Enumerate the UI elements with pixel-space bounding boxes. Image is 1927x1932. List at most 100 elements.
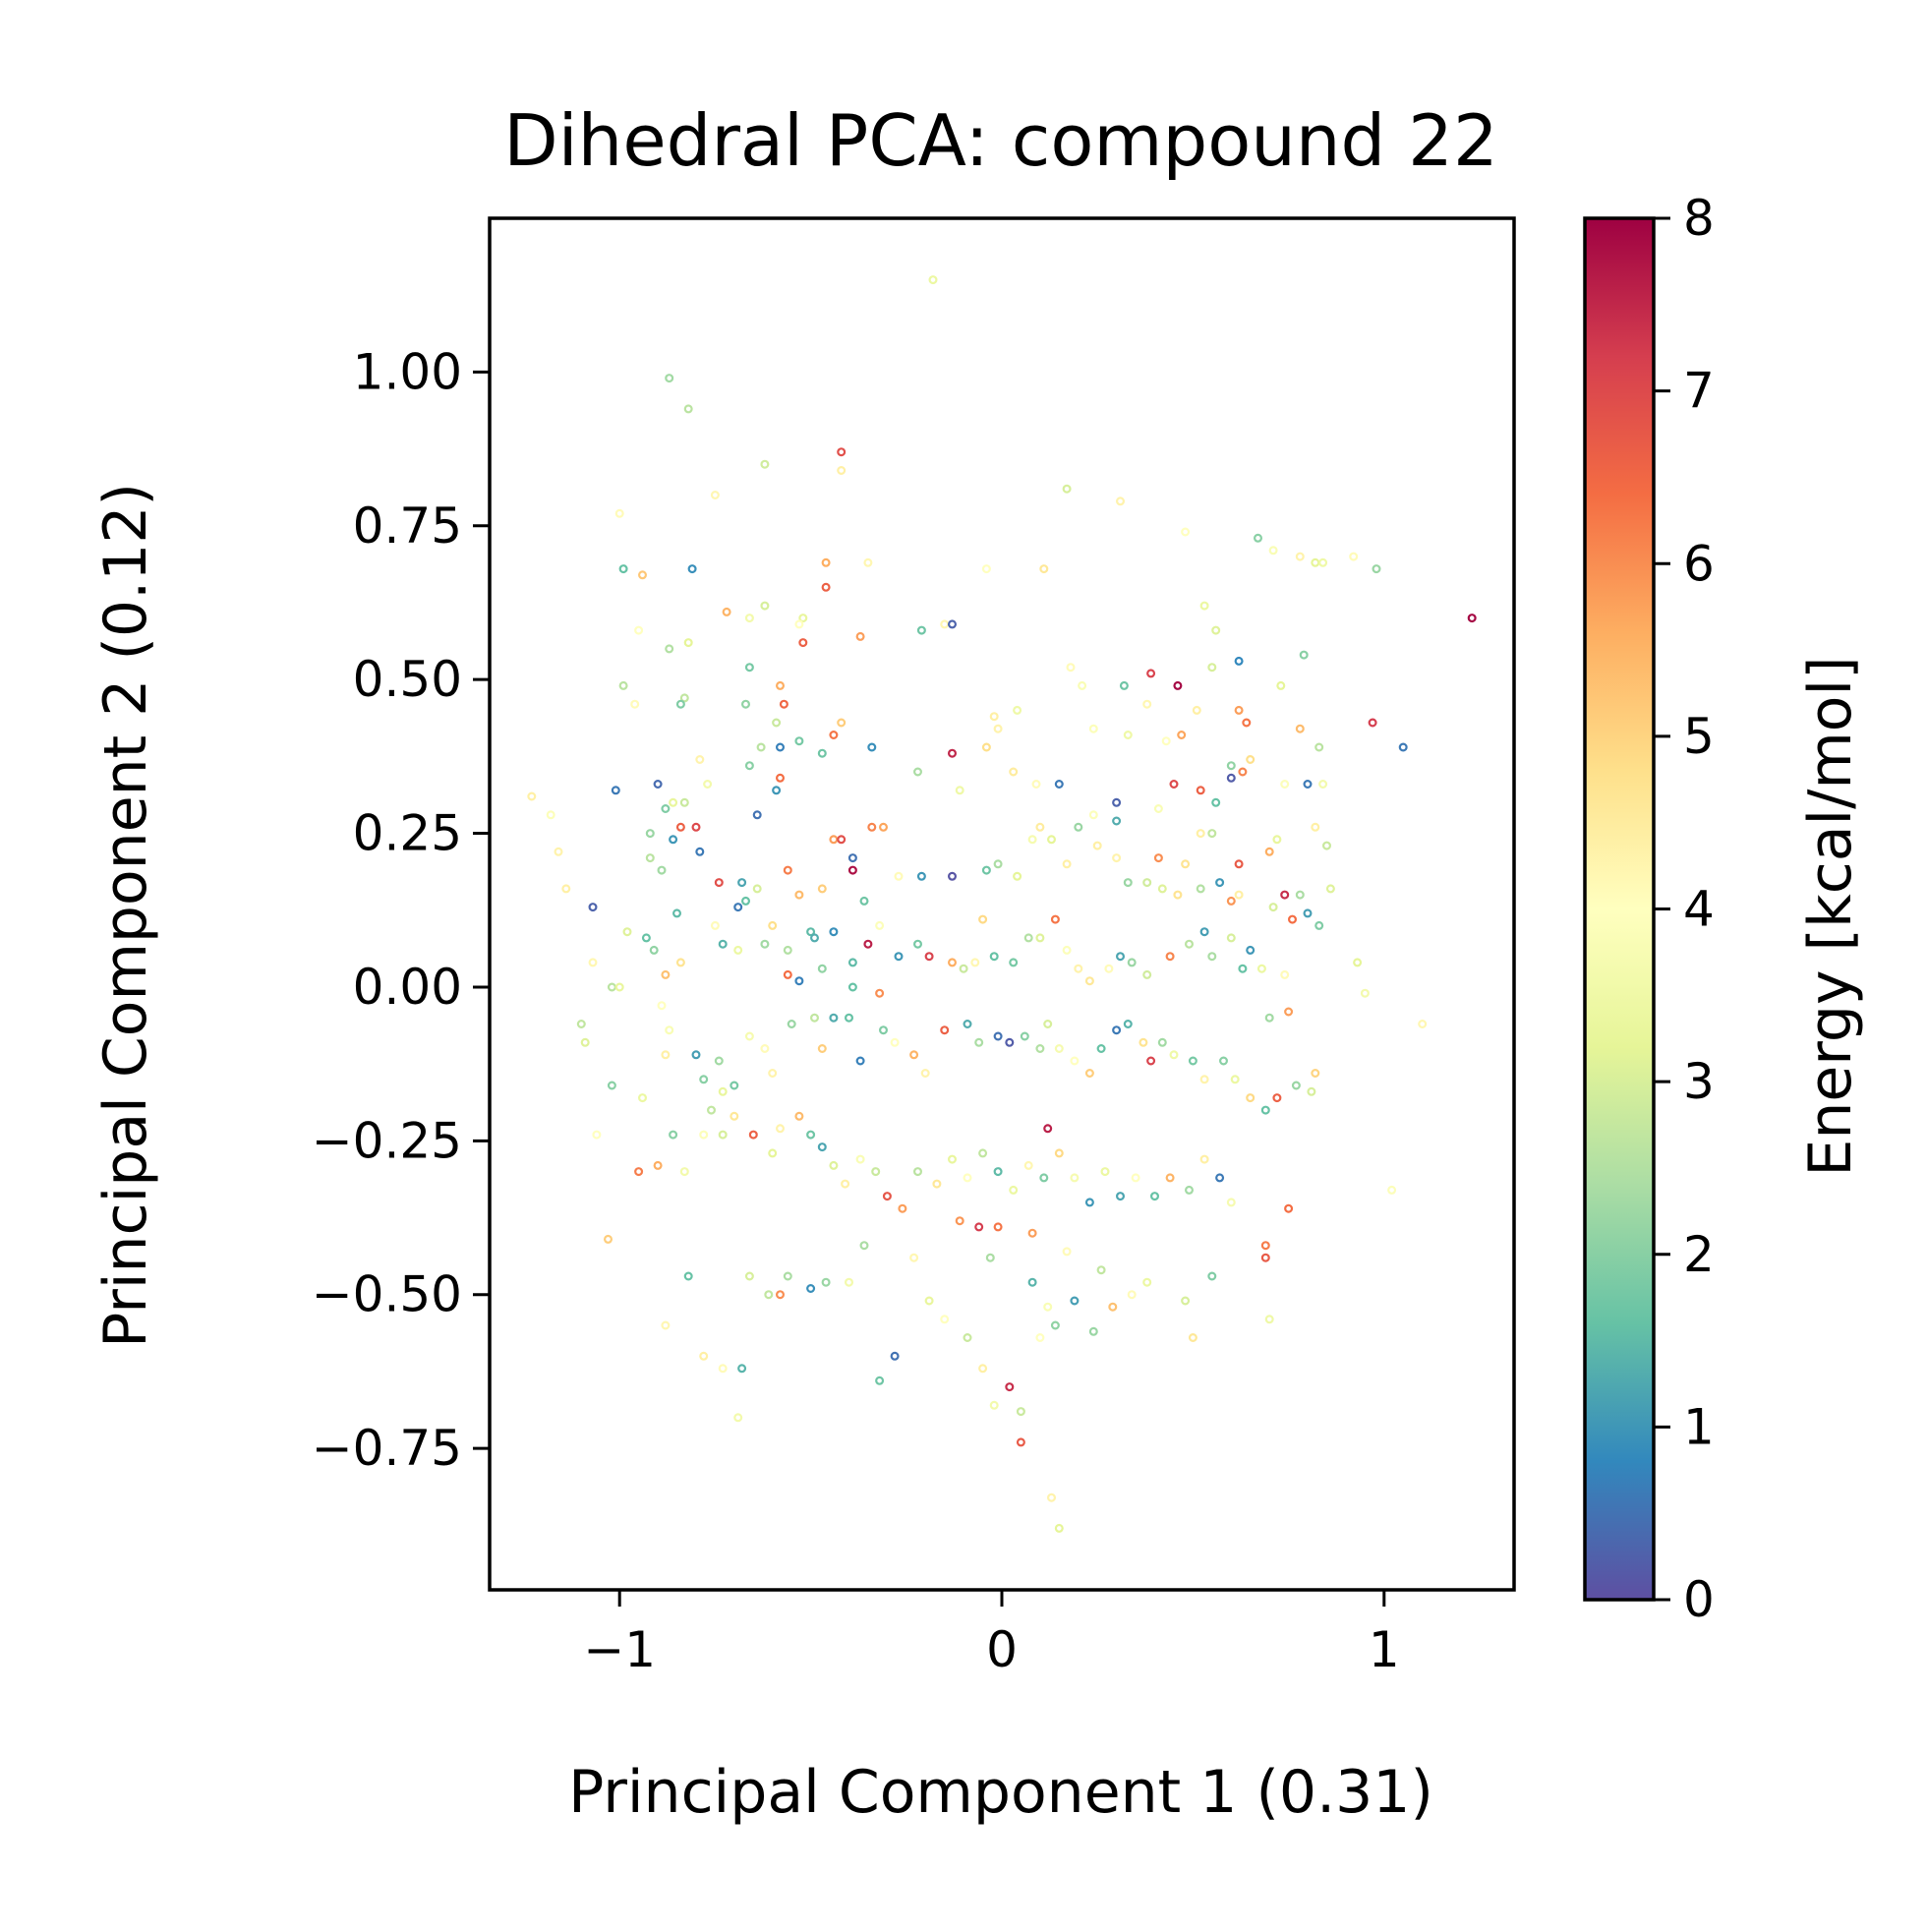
data-point [675,822,685,832]
data-point [859,1241,869,1251]
data-point [863,557,873,567]
data-point [1088,810,1098,820]
y-tick-label: 0.25 [353,805,462,862]
data-point [970,958,980,967]
colorbar-tick-label: 0 [1683,1571,1715,1628]
data-point [756,742,766,752]
data-point [1207,952,1217,962]
data-point [1070,1173,1080,1183]
data-point [847,982,857,992]
data-point [806,1283,816,1293]
data-point [989,712,999,722]
data-point [1303,908,1313,918]
data-point [1084,1068,1094,1078]
data-point [1027,1228,1037,1238]
data-point [924,952,934,962]
data-point [1264,1315,1274,1324]
data-point [1035,933,1045,943]
data-point [1062,859,1072,869]
data-point [955,1216,964,1226]
data-point [794,619,804,629]
data-point [989,952,999,962]
data-point [679,693,689,703]
data-point [1284,1203,1294,1213]
data-point [1280,779,1290,789]
data-point [871,1167,881,1177]
data-point [775,680,785,690]
data-point [645,829,655,839]
data-point [1211,797,1221,807]
data-point [1088,1326,1098,1336]
data-point [993,859,1003,869]
data-point [1467,614,1477,623]
data-point [679,797,689,807]
data-point [1084,1198,1094,1207]
data-point [661,1320,671,1330]
data-point [1142,969,1152,979]
data-point [1023,1160,1033,1170]
data-point [1192,705,1201,715]
y-tick-label: 0.50 [353,651,462,708]
x-tick-label: −1 [583,1621,656,1678]
data-point [794,736,804,746]
data-point [1169,1050,1179,1060]
data-point [1173,680,1183,690]
data-point [699,1351,709,1361]
data-point [675,699,685,709]
data-point [653,1160,663,1170]
data-point [1020,1031,1029,1041]
data-point [1321,841,1331,850]
data-point [695,847,705,856]
data-point [1050,914,1060,924]
data-point [1246,1093,1255,1103]
data-point [1115,1192,1125,1201]
data-point [1027,835,1037,845]
data-point [829,835,839,845]
data-point [752,884,762,894]
data-point [1246,945,1255,955]
data-point [699,1130,709,1140]
data-point [554,847,563,856]
data-point [744,761,754,771]
data-point [1307,1086,1316,1096]
data-point [630,699,640,709]
data-point [580,1037,590,1047]
data-point [837,718,847,728]
data-point [894,952,904,962]
data-point [1009,1185,1019,1195]
data-point [882,1192,892,1201]
data-point [1226,1198,1236,1207]
data-point [675,958,685,967]
data-point [963,1019,972,1028]
y-tick-label: 0.75 [353,498,462,555]
data-point [963,1173,972,1183]
data-point [607,1081,616,1090]
data-point [576,1019,586,1028]
data-point [1234,705,1244,715]
data-point [1062,1247,1072,1257]
data-point [1062,945,1072,955]
data-point [1013,871,1022,881]
data-point [794,976,804,986]
data-point [1234,859,1244,869]
data-point [561,884,571,894]
data-point [847,853,857,863]
data-point [798,614,808,623]
data-point [1054,1148,1064,1158]
data-point [1112,816,1122,826]
data-point [1043,1302,1053,1312]
data-point [614,508,624,518]
data-point [760,601,770,611]
data-point [1035,1332,1045,1342]
data-point [737,1364,747,1374]
data-point [760,1043,770,1053]
data-point [837,447,847,457]
data-point [665,374,674,383]
data-point [1062,484,1072,494]
data-point [1074,822,1083,832]
data-point [993,1031,1003,1041]
data-point [718,1130,728,1140]
data-point [1314,920,1324,930]
y-tick-label: −0.75 [312,1420,462,1477]
data-point [634,1167,644,1177]
